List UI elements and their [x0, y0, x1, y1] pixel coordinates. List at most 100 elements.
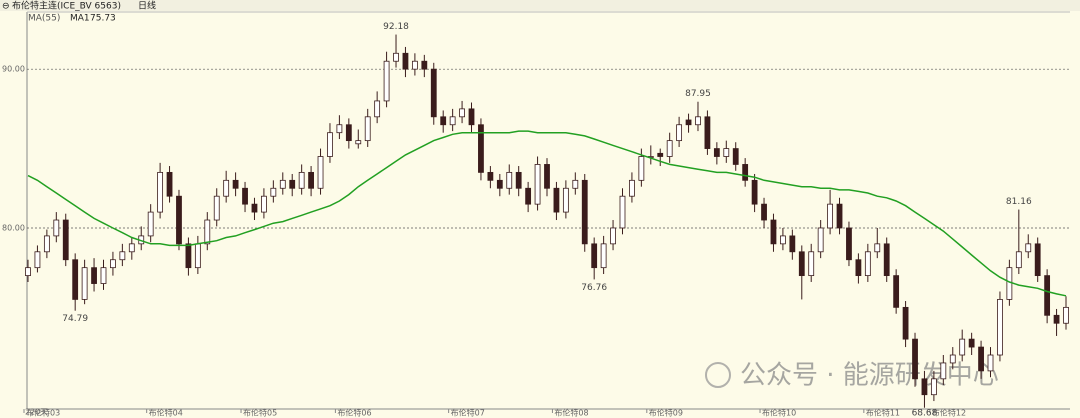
extreme-label: 68.68: [912, 409, 938, 418]
x-tick-label: 布伦特11: [866, 408, 900, 418]
candle-body: [874, 243, 881, 253]
candle-body: [270, 187, 277, 197]
candle-body: [411, 60, 418, 70]
candle-body: [978, 346, 984, 372]
candle-body: [572, 179, 579, 189]
candle-body: [478, 124, 484, 173]
candle-body: [836, 203, 843, 229]
x-tick-label: 布伦特05: [243, 408, 277, 418]
period-label[interactable]: 日线: [138, 0, 156, 12]
extreme-label: 92.18: [383, 22, 409, 32]
candle-body: [157, 171, 164, 213]
indicator-label: MA(55): [28, 14, 60, 24]
candle-body: [459, 108, 465, 118]
candle-body: [119, 251, 126, 261]
candle-body: [987, 354, 994, 372]
candle-body: [949, 354, 956, 364]
candle-body: [223, 179, 230, 197]
collapse-icon[interactable]: ⊖: [2, 2, 10, 12]
x-tick-label: 布伦特04: [149, 408, 183, 418]
header-bar: [0, 0, 1080, 11]
candle-body: [959, 338, 966, 356]
candle-body: [194, 243, 201, 269]
candle-body: [53, 219, 60, 237]
candle-body: [968, 338, 975, 348]
candle-body: [25, 267, 31, 277]
candle-body: [534, 164, 541, 205]
y-tick-label: 90.00: [2, 65, 25, 74]
candle-body: [921, 378, 928, 396]
candle-body: [166, 171, 173, 197]
candle-body: [468, 108, 475, 126]
candle-body: [827, 203, 833, 229]
watermark-text: 公众号 · 能源研发中心: [740, 361, 999, 391]
candle-body: [232, 179, 239, 189]
candle-body: [676, 124, 683, 142]
candle-body: [279, 179, 286, 189]
candle-body: [789, 235, 796, 253]
candle-body: [147, 211, 154, 237]
candle-body: [657, 152, 664, 157]
candle-body: [204, 219, 211, 245]
x-tick-label: 布伦特03: [26, 408, 60, 418]
candle-body: [1053, 314, 1060, 324]
candle-body: [902, 306, 909, 340]
legend-ma-name: MA1: [70, 14, 90, 24]
candle-body: [704, 116, 711, 149]
candle-body: [770, 219, 777, 245]
candle-body: [544, 164, 550, 189]
candle-body: [930, 378, 937, 396]
candle-body: [383, 60, 390, 102]
candle-body: [732, 148, 739, 165]
candle-body: [364, 116, 371, 142]
candle-body: [110, 259, 116, 269]
candle-body: [317, 156, 324, 189]
candle-body: [846, 227, 852, 261]
candle-body: [251, 203, 258, 213]
x-tick-label: 布伦特09: [649, 408, 683, 418]
candle-body: [515, 171, 522, 189]
candle-body: [997, 299, 1003, 356]
candle-body: [591, 243, 598, 269]
candle-body: [213, 195, 220, 221]
candle-body: [619, 195, 626, 229]
candle-body: [1025, 243, 1032, 253]
candle-body: [855, 259, 862, 277]
candle-body: [496, 179, 503, 189]
candle-body: [798, 251, 805, 277]
candle-body: [581, 179, 588, 245]
candle-body: [242, 187, 248, 205]
days-label: 220天: [25, 408, 48, 417]
candle-body: [72, 259, 79, 300]
candle-body: [91, 267, 97, 284]
candle-body: [600, 243, 607, 269]
candle-body: [1044, 275, 1051, 316]
candle-body: [553, 187, 560, 213]
candle-body: [440, 116, 447, 126]
candle-body: [308, 171, 314, 189]
candle-body: [893, 275, 900, 308]
candle-body: [345, 124, 352, 142]
candle-body: [610, 227, 616, 245]
extreme-label: 81.16: [1006, 197, 1032, 207]
ma-line: [27, 130, 1067, 297]
candle-body: [1006, 267, 1013, 300]
legend-ma-value: 75.73: [90, 14, 116, 24]
candle-body: [1015, 251, 1022, 269]
candle-body: [912, 338, 918, 380]
candle-body: [695, 116, 701, 126]
candle-body: [940, 362, 947, 380]
x-tick-label: 布伦特07: [451, 408, 485, 418]
candle-body: [81, 267, 88, 300]
chart-title: 布伦特主连(ICE_BV 6563): [12, 0, 121, 12]
candle-body: [638, 156, 645, 181]
watermark: 公众号 · 能源研发中心: [705, 361, 999, 391]
candle-body: [34, 251, 41, 269]
candle-body: [449, 116, 456, 126]
x-tick-label: 布伦特12: [932, 408, 966, 418]
candle-body: [289, 179, 296, 189]
candle-body: [666, 140, 673, 157]
candle-body: [43, 235, 50, 253]
candle-body: [393, 52, 399, 62]
